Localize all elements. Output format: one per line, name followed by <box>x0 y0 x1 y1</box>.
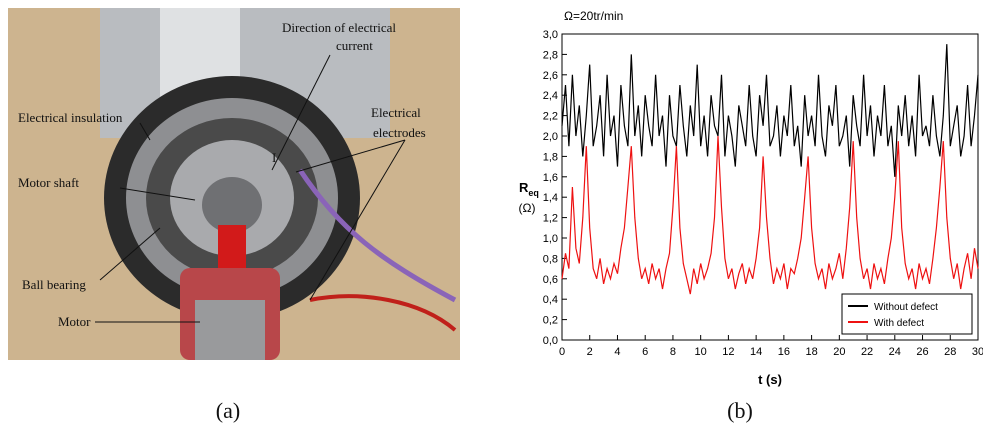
y-tick-label: 1,4 <box>543 192 558 204</box>
series-line <box>561 44 979 177</box>
legend-label: With defect <box>874 318 924 329</box>
y-tick-label: 1,0 <box>543 233 558 245</box>
y-tick-label: 2,8 <box>543 49 558 61</box>
y-tick-label: 0,4 <box>543 294 558 306</box>
y-tick-label: 2,0 <box>543 131 558 143</box>
coupling <box>218 225 246 275</box>
y-axis-unit: (Ω) <box>519 201 536 215</box>
caption: (b) <box>727 398 753 423</box>
x-tick-label: 8 <box>670 346 676 358</box>
photo-label: electrodes <box>373 125 426 140</box>
caption: (a) <box>216 398 240 423</box>
legend-box <box>841 293 973 335</box>
x-tick-label: 24 <box>889 346 901 358</box>
y-tick-label: 2,4 <box>543 90 558 102</box>
y-tick-label: 0,2 <box>543 315 558 327</box>
y-tick-label: 1,2 <box>543 213 558 225</box>
x-tick-label: 28 <box>944 346 956 358</box>
y-tick-label: 1,6 <box>543 172 558 184</box>
x-tick-label: 16 <box>778 346 790 358</box>
y-tick-label: 0,6 <box>543 274 558 286</box>
x-tick-label: 14 <box>750 346 762 358</box>
y-tick-label: 2,2 <box>543 111 558 123</box>
x-tick-label: 26 <box>916 346 928 358</box>
photo-label: Electrical insulation <box>18 110 123 125</box>
motor-body <box>195 300 265 360</box>
legend-label: Without defect <box>874 302 938 313</box>
x-tick-label: 12 <box>722 346 734 358</box>
wire <box>297 168 457 303</box>
photo-label: Direction of electrical <box>282 20 396 35</box>
leader-lines <box>95 54 406 323</box>
x-tick-label: 2 <box>587 346 593 358</box>
y-axis-title-sub: eq <box>528 188 539 198</box>
y-tick-label: 3,0 <box>543 29 558 41</box>
series-line <box>561 135 979 295</box>
x-tick-label: 30 <box>972 346 983 358</box>
y-axis-title: Req <box>519 180 539 198</box>
photo: Direction of electrical current Electric… <box>8 8 460 360</box>
x-tick-label: 6 <box>642 346 648 358</box>
x-tick-label: 4 <box>614 346 620 358</box>
y-tick-label: 0,0 <box>543 335 558 347</box>
x-tick-label: 10 <box>695 346 707 358</box>
y-axis-title-main: R <box>519 180 529 195</box>
photo-label: Ball bearing <box>22 277 86 292</box>
y-tick-label: 0,8 <box>543 253 558 265</box>
photo-label: current <box>336 38 373 53</box>
plot-frame <box>561 33 979 341</box>
wire <box>309 294 457 332</box>
y-tick-label: 1,8 <box>543 151 558 163</box>
chart-title: Ω=20tr/min <box>564 9 623 23</box>
x-axis-title: t (s) <box>758 372 782 387</box>
photo-label: Electrical <box>371 105 421 120</box>
chart: Ω=20tr/min t (s) Req (Ω) 0,0 0,2 0,4 0,6 0,8… <box>519 9 983 387</box>
x-tick-label: 0 <box>559 346 565 358</box>
motor-shaft <box>202 177 262 233</box>
y-tick-label: 2,6 <box>543 70 558 82</box>
photo-label: I <box>272 150 276 165</box>
x-tick-label: 20 <box>833 346 845 358</box>
x-tick-label: 22 <box>861 346 873 358</box>
x-tick-label: 18 <box>805 346 817 358</box>
photo-label: Motor shaft <box>18 175 79 190</box>
photo-label: Motor <box>58 314 91 329</box>
